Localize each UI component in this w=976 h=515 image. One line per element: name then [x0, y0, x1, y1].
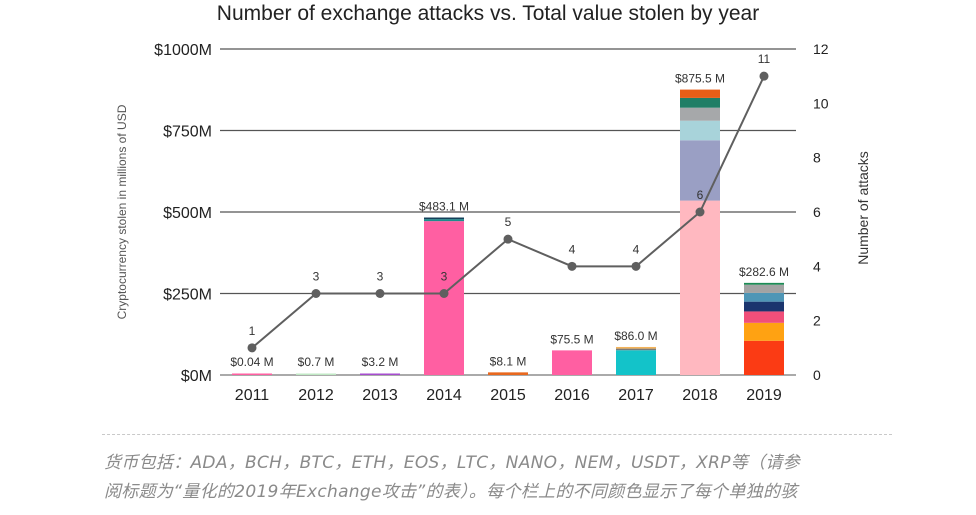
bar-segment — [680, 200, 720, 375]
bar-segment — [616, 348, 656, 351]
bar-segment — [424, 217, 464, 220]
y2-axis-title: Number of attacks — [855, 151, 871, 265]
bar-total-label: $0.7 M — [298, 355, 335, 369]
attacks-label: 1 — [249, 324, 256, 338]
attacks-label: 3 — [313, 270, 320, 284]
attacks-point — [695, 207, 705, 217]
y-tick-label: $500M — [163, 205, 212, 222]
bar-total-label: $282.6 M — [739, 265, 789, 279]
x-tick-label: 2019 — [746, 387, 782, 404]
x-tick-label: 2011 — [235, 387, 270, 404]
bar-total-label: $483.1 M — [419, 200, 469, 214]
bar-segment — [488, 372, 528, 375]
attacks-point — [311, 289, 321, 298]
bar-segment — [680, 107, 720, 121]
bar-segment — [616, 346, 656, 349]
bar-segment — [744, 340, 784, 375]
attacks-label: 5 — [505, 215, 512, 229]
x-tick-label: 2017 — [618, 387, 654, 404]
caption-divider — [102, 434, 892, 435]
attacks-point — [375, 289, 385, 298]
attacks-label: 3 — [377, 270, 384, 284]
bar-segment — [744, 311, 784, 323]
attacks-point — [439, 289, 449, 298]
bar-total-label: $0.04 M — [230, 355, 273, 369]
attacks-point — [631, 261, 641, 271]
bar-segment — [680, 97, 720, 108]
attacks-label: 3 — [441, 270, 448, 284]
y2-tick-label: 2 — [813, 313, 821, 329]
attacks-point — [567, 261, 577, 271]
bar-total-label: $875.5 M — [675, 72, 725, 86]
caption-line-1: 货币包括：ADA，BCH，BTC，ETH，EOS，LTC，NANO，NEM，US… — [104, 453, 800, 473]
y2-tick-label: 6 — [813, 204, 821, 220]
bar-segment — [680, 120, 720, 141]
y2-tick-label: 8 — [813, 150, 821, 166]
y2-tick-label: 12 — [813, 41, 829, 57]
bar-segment — [680, 140, 720, 201]
bar-segment — [424, 219, 464, 222]
y2-tick-label: 10 — [813, 95, 829, 111]
bar-segment — [424, 221, 464, 375]
caption: 货币包括：ADA，BCH，BTC，ETH，EOS，LTC，NANO，NEM，US… — [104, 449, 894, 507]
attacks-point — [503, 234, 513, 244]
caption-line-2: 阅标题为“量化的2019年Exchange攻击”的表）。每个栏上的不同颜色显示了… — [104, 482, 798, 502]
bar-total-label: $75.5 M — [550, 332, 593, 346]
attacks-point — [247, 343, 257, 353]
attacks-label: 4 — [569, 242, 576, 256]
bar-segment — [744, 301, 784, 312]
chart-svg: Number of exchange attacks vs. Total val… — [115, 2, 871, 404]
bar-segment — [232, 373, 272, 375]
y-tick-label: $0M — [181, 368, 212, 385]
attacks-label: 4 — [633, 242, 640, 256]
y-tick-label: $1000M — [154, 42, 212, 59]
y-tick-label: $250M — [163, 287, 212, 304]
bar-segment — [616, 350, 656, 375]
y2-tick-label: 0 — [813, 367, 821, 383]
bar-total-label: $86.0 M — [614, 329, 657, 343]
x-tick-label: 2015 — [490, 387, 526, 404]
y2-tick-label: 4 — [813, 258, 821, 274]
x-tick-label: 2013 — [362, 387, 398, 404]
bar-segment — [296, 373, 336, 375]
y-axis-title: Cryptocurrency stolen in millions of USD — [115, 104, 129, 319]
bar-segment — [744, 284, 784, 293]
chart-container: Number of exchange attacks vs. Total val… — [115, 2, 871, 404]
attacks-label: 11 — [758, 52, 771, 66]
x-tick-label: 2014 — [426, 387, 462, 404]
x-tick-label: 2018 — [682, 387, 718, 404]
bar-segment — [744, 282, 784, 285]
y-tick-label: $750M — [163, 124, 212, 141]
x-tick-label: 2016 — [554, 387, 590, 404]
chart-title: Number of exchange attacks vs. Total val… — [217, 2, 759, 25]
bar-segment — [744, 322, 784, 341]
attacks-point — [759, 71, 769, 81]
bar-segment — [744, 292, 784, 302]
bar-segment — [680, 89, 720, 98]
attacks-label: 6 — [697, 188, 704, 202]
bar-segment — [360, 373, 400, 375]
x-tick-label: 2012 — [298, 387, 334, 404]
bar-total-label: $8.1 M — [490, 354, 527, 368]
bar-segment — [552, 350, 592, 375]
bar-total-label: $3.2 M — [362, 355, 399, 369]
